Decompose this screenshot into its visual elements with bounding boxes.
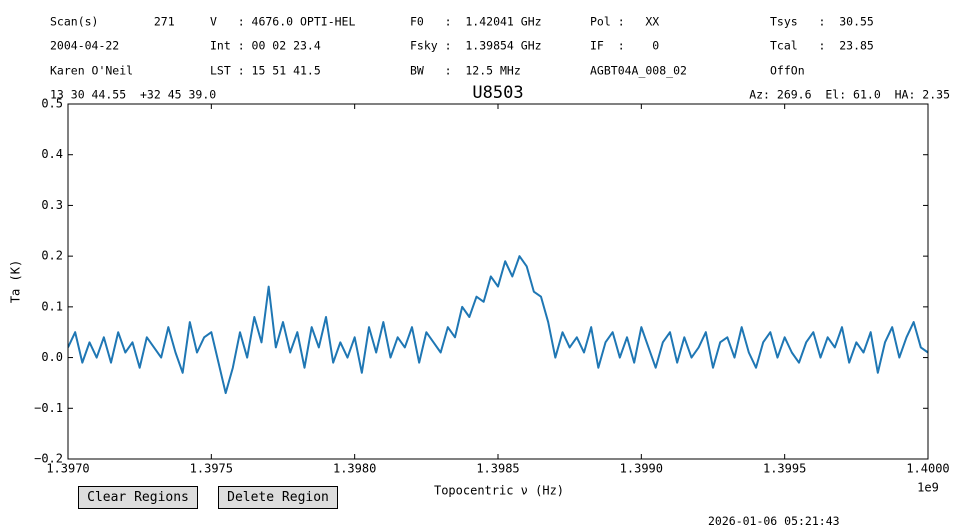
x-tick-label: 1.3985 bbox=[476, 462, 519, 476]
x-tick-label: 1.3990 bbox=[620, 462, 663, 476]
header-field: Pol : XX bbox=[590, 15, 659, 29]
header-field: Scan(s) 271 bbox=[50, 15, 175, 29]
header-field: IF : 0 bbox=[590, 39, 659, 53]
x-tick-label: 1.3980 bbox=[333, 462, 376, 476]
x-offset: 1e9 bbox=[917, 481, 939, 495]
header-field: 2004-04-22 bbox=[50, 39, 119, 53]
header-field: Int : 00 02 23.4 bbox=[210, 39, 321, 53]
y-tick-label: 0.4 bbox=[41, 147, 63, 161]
y-tick-label: 0.2 bbox=[41, 249, 63, 263]
chart-title: U8503 bbox=[472, 83, 523, 103]
header-field: BW : 12.5 MHz bbox=[410, 64, 521, 78]
y-tick-label: −0.2 bbox=[34, 452, 63, 466]
header-field: Tcal : 23.85 bbox=[770, 39, 874, 53]
y-tick-label: −0.1 bbox=[34, 401, 63, 415]
header-field: OffOn bbox=[770, 64, 805, 78]
header-field: Karen O'Neil bbox=[50, 64, 133, 78]
y-tick-label: 0.5 bbox=[41, 97, 63, 111]
y-tick-label: 0.1 bbox=[41, 299, 63, 313]
header-field: V : 4676.0 OPTI-HEL bbox=[210, 15, 355, 29]
y-tick-label: 0.3 bbox=[41, 198, 63, 212]
header-field: AGBT04A_008_02 bbox=[590, 64, 687, 78]
spectrum-line bbox=[68, 255, 928, 395]
header-field: LST : 15 51 41.5 bbox=[210, 64, 321, 78]
header-field: F0 : 1.42041 GHz bbox=[410, 15, 542, 29]
plot-frame bbox=[67, 103, 929, 460]
header-field: Tsys : 30.55 bbox=[770, 15, 874, 29]
y-tick-label: 0.0 bbox=[41, 350, 63, 364]
x-axis-label: Topocentric ν (Hz) bbox=[434, 484, 564, 498]
az-el: Az: 269.6 El: 61.0 HA: 2.35 bbox=[749, 88, 950, 102]
header-field: Fsky : 1.39854 GHz bbox=[410, 39, 542, 53]
x-tick-label: 1.4000 bbox=[906, 462, 949, 476]
x-tick-label: 1.3995 bbox=[763, 462, 806, 476]
y-axis-label: Ta (K) bbox=[9, 260, 23, 303]
x-tick-label: 1.3970 bbox=[46, 462, 89, 476]
delete-region-button[interactable]: Delete Region bbox=[218, 486, 338, 509]
timestamp: 2026-01-06 05:21:43 bbox=[708, 514, 840, 528]
x-tick-label: 1.3975 bbox=[190, 462, 233, 476]
clear-regions-button[interactable]: Clear Regions bbox=[78, 486, 198, 509]
coordinates: 13 30 44.55 +32 45 39.0 bbox=[50, 88, 216, 102]
